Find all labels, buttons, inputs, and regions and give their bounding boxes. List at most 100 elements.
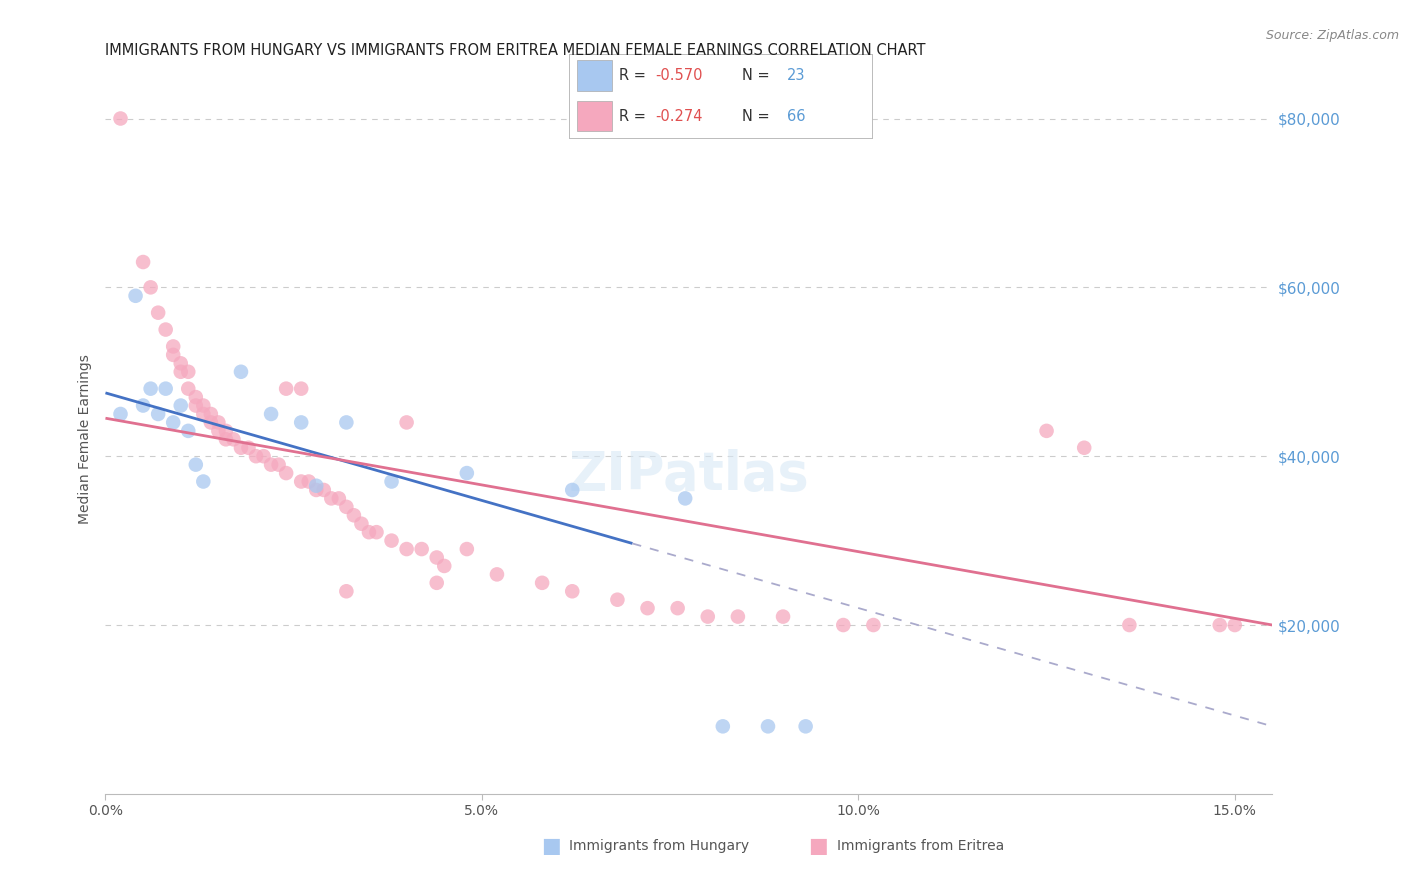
Point xyxy=(184,399,207,413)
Point xyxy=(200,416,222,430)
Point xyxy=(290,475,312,489)
Point xyxy=(170,356,193,370)
Point xyxy=(335,584,357,599)
Point xyxy=(1223,618,1246,632)
Text: 23: 23 xyxy=(787,68,806,83)
Point xyxy=(139,382,162,396)
Point xyxy=(245,449,267,463)
Text: R =: R = xyxy=(619,109,651,124)
Point xyxy=(193,475,215,489)
Point xyxy=(200,407,222,421)
Text: N =: N = xyxy=(742,68,773,83)
Point xyxy=(1118,618,1140,632)
Point xyxy=(184,458,207,472)
Point xyxy=(305,483,328,497)
Point xyxy=(772,609,794,624)
Point xyxy=(380,533,402,548)
Text: Immigrants from Eritrea: Immigrants from Eritrea xyxy=(837,838,1004,853)
Point xyxy=(832,618,855,632)
Point xyxy=(260,407,283,421)
Point xyxy=(561,584,583,599)
Point xyxy=(380,475,402,489)
Point xyxy=(207,416,229,430)
Text: R =: R = xyxy=(619,68,651,83)
Point xyxy=(561,483,583,497)
Point xyxy=(155,382,177,396)
Point xyxy=(395,542,418,557)
Point xyxy=(696,609,718,624)
Point xyxy=(366,525,388,540)
Text: ■: ■ xyxy=(808,836,828,855)
Point xyxy=(411,542,433,557)
Point xyxy=(193,407,215,421)
Point xyxy=(177,424,200,438)
Point xyxy=(139,280,162,294)
Point xyxy=(215,433,238,447)
Text: 66: 66 xyxy=(787,109,806,124)
Point xyxy=(343,508,366,523)
Point xyxy=(276,382,298,396)
Point xyxy=(124,289,146,303)
Point xyxy=(395,416,418,430)
Text: Immigrants from Hungary: Immigrants from Hungary xyxy=(569,838,749,853)
Text: N =: N = xyxy=(742,109,773,124)
Point xyxy=(170,365,193,379)
Point xyxy=(267,458,290,472)
Point xyxy=(252,449,274,463)
Point xyxy=(222,433,245,447)
Point xyxy=(229,441,252,455)
Point xyxy=(1209,618,1232,632)
Text: Source: ZipAtlas.com: Source: ZipAtlas.com xyxy=(1265,29,1399,43)
Point xyxy=(170,399,193,413)
Point xyxy=(312,483,335,497)
Point xyxy=(162,339,184,353)
Point xyxy=(357,525,380,540)
Point xyxy=(426,550,449,565)
Bar xyxy=(576,61,612,91)
Point xyxy=(756,719,779,733)
Point xyxy=(215,424,238,438)
Bar xyxy=(576,101,612,131)
Text: ZIPatlas: ZIPatlas xyxy=(568,449,810,500)
Point xyxy=(711,719,734,733)
Point xyxy=(794,719,817,733)
Point xyxy=(132,255,155,269)
Y-axis label: Median Female Earnings: Median Female Earnings xyxy=(79,354,93,524)
Point xyxy=(229,365,252,379)
Point xyxy=(350,516,373,531)
Text: -0.274: -0.274 xyxy=(655,109,703,124)
Point xyxy=(637,601,659,615)
Point xyxy=(433,558,456,573)
Point xyxy=(1073,441,1095,455)
Point xyxy=(298,475,321,489)
Point xyxy=(155,322,177,336)
Point xyxy=(193,399,215,413)
Text: -0.570: -0.570 xyxy=(655,68,703,83)
Point xyxy=(260,458,283,472)
Point xyxy=(110,407,132,421)
Point xyxy=(531,575,554,590)
Point xyxy=(177,382,200,396)
Point xyxy=(290,416,312,430)
Point xyxy=(321,491,343,506)
Point xyxy=(456,466,478,480)
Point xyxy=(1035,424,1057,438)
Point xyxy=(426,575,449,590)
Point xyxy=(132,399,155,413)
Point xyxy=(207,424,229,438)
Point xyxy=(606,592,628,607)
Point xyxy=(666,601,689,615)
Point xyxy=(335,416,357,430)
Point xyxy=(276,466,298,480)
Point xyxy=(862,618,884,632)
Text: IMMIGRANTS FROM HUNGARY VS IMMIGRANTS FROM ERITREA MEDIAN FEMALE EARNINGS CORREL: IMMIGRANTS FROM HUNGARY VS IMMIGRANTS FR… xyxy=(105,43,927,58)
Point xyxy=(335,500,357,514)
Point xyxy=(485,567,508,582)
Point xyxy=(456,542,478,557)
Point xyxy=(184,390,207,404)
Point xyxy=(328,491,350,506)
Text: ■: ■ xyxy=(541,836,561,855)
Point xyxy=(162,348,184,362)
Point xyxy=(305,479,328,493)
Point xyxy=(162,416,184,430)
